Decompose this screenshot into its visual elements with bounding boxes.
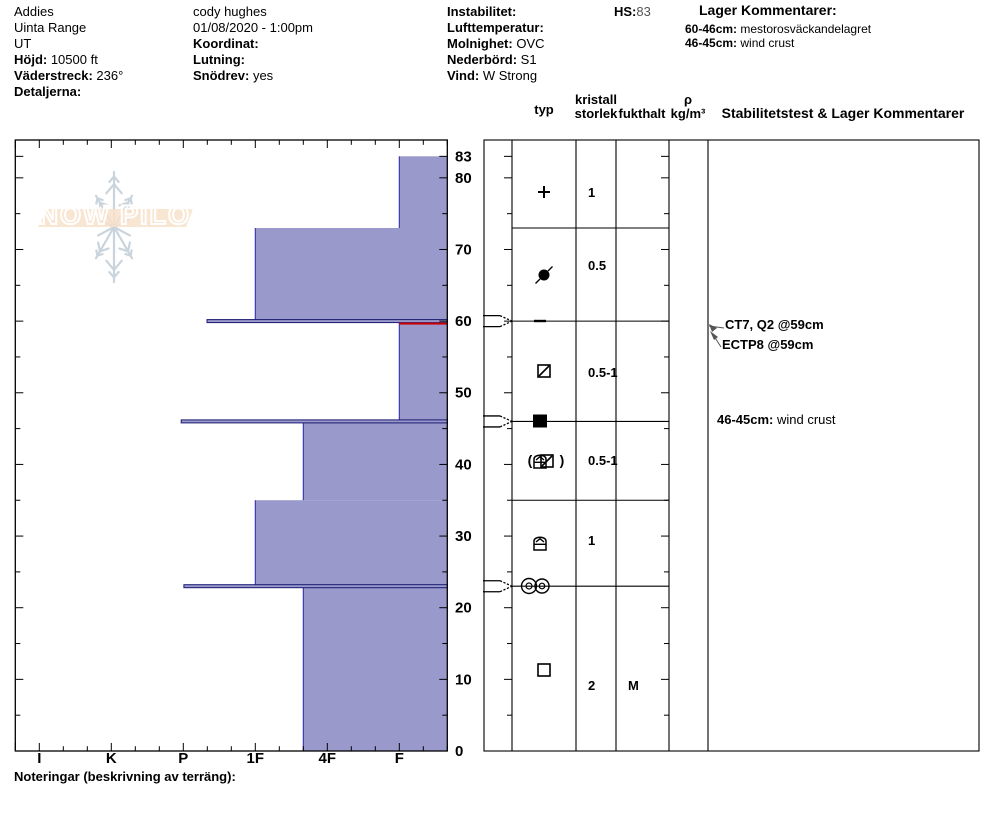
svg-text:ρ: ρ — [684, 92, 692, 107]
svg-text:(: ( — [528, 452, 533, 468]
svg-text:20: 20 — [455, 600, 472, 617]
svg-text:80: 80 — [455, 170, 472, 187]
svg-text:4F: 4F — [319, 750, 337, 767]
svg-text:2: 2 — [588, 678, 595, 693]
svg-text:fukthalt: fukthalt — [619, 106, 667, 121]
svg-text:0.5-1: 0.5-1 — [588, 453, 618, 468]
svg-text:46-45cm: wind crust: 46-45cm: wind crust — [717, 412, 836, 427]
svg-text:0.5: 0.5 — [588, 258, 606, 273]
svg-text:Stabilitetstest & Lager Kommen: Stabilitetstest & Lager Kommentarer — [722, 105, 965, 121]
svg-text:typ: typ — [534, 102, 554, 117]
svg-text:0: 0 — [455, 743, 463, 760]
svg-text:): ) — [560, 452, 565, 468]
svg-text:1: 1 — [588, 533, 595, 548]
svg-text:83: 83 — [455, 149, 472, 166]
svg-text:10: 10 — [455, 671, 472, 688]
svg-text:30: 30 — [455, 528, 472, 545]
svg-text:1: 1 — [588, 185, 595, 200]
svg-text:F: F — [395, 750, 404, 767]
svg-text:K: K — [106, 750, 117, 767]
svg-text:M: M — [628, 678, 639, 693]
svg-text:I: I — [37, 750, 41, 767]
svg-text:1F: 1F — [247, 750, 265, 767]
svg-text:0.5-1: 0.5-1 — [588, 365, 618, 380]
svg-text:kristall: kristall — [575, 92, 617, 107]
svg-text:50: 50 — [455, 385, 472, 402]
svg-text:storlek: storlek — [575, 106, 618, 121]
svg-text:40: 40 — [455, 456, 472, 473]
svg-text:CT7, Q2 @59cm: CT7, Q2 @59cm — [725, 317, 824, 332]
svg-text:P: P — [178, 750, 188, 767]
svg-text:70: 70 — [455, 241, 472, 258]
svg-text:60: 60 — [455, 313, 472, 330]
svg-text:kg/m³: kg/m³ — [671, 106, 706, 121]
svg-text:ECTP8 @59cm: ECTP8 @59cm — [722, 337, 813, 352]
